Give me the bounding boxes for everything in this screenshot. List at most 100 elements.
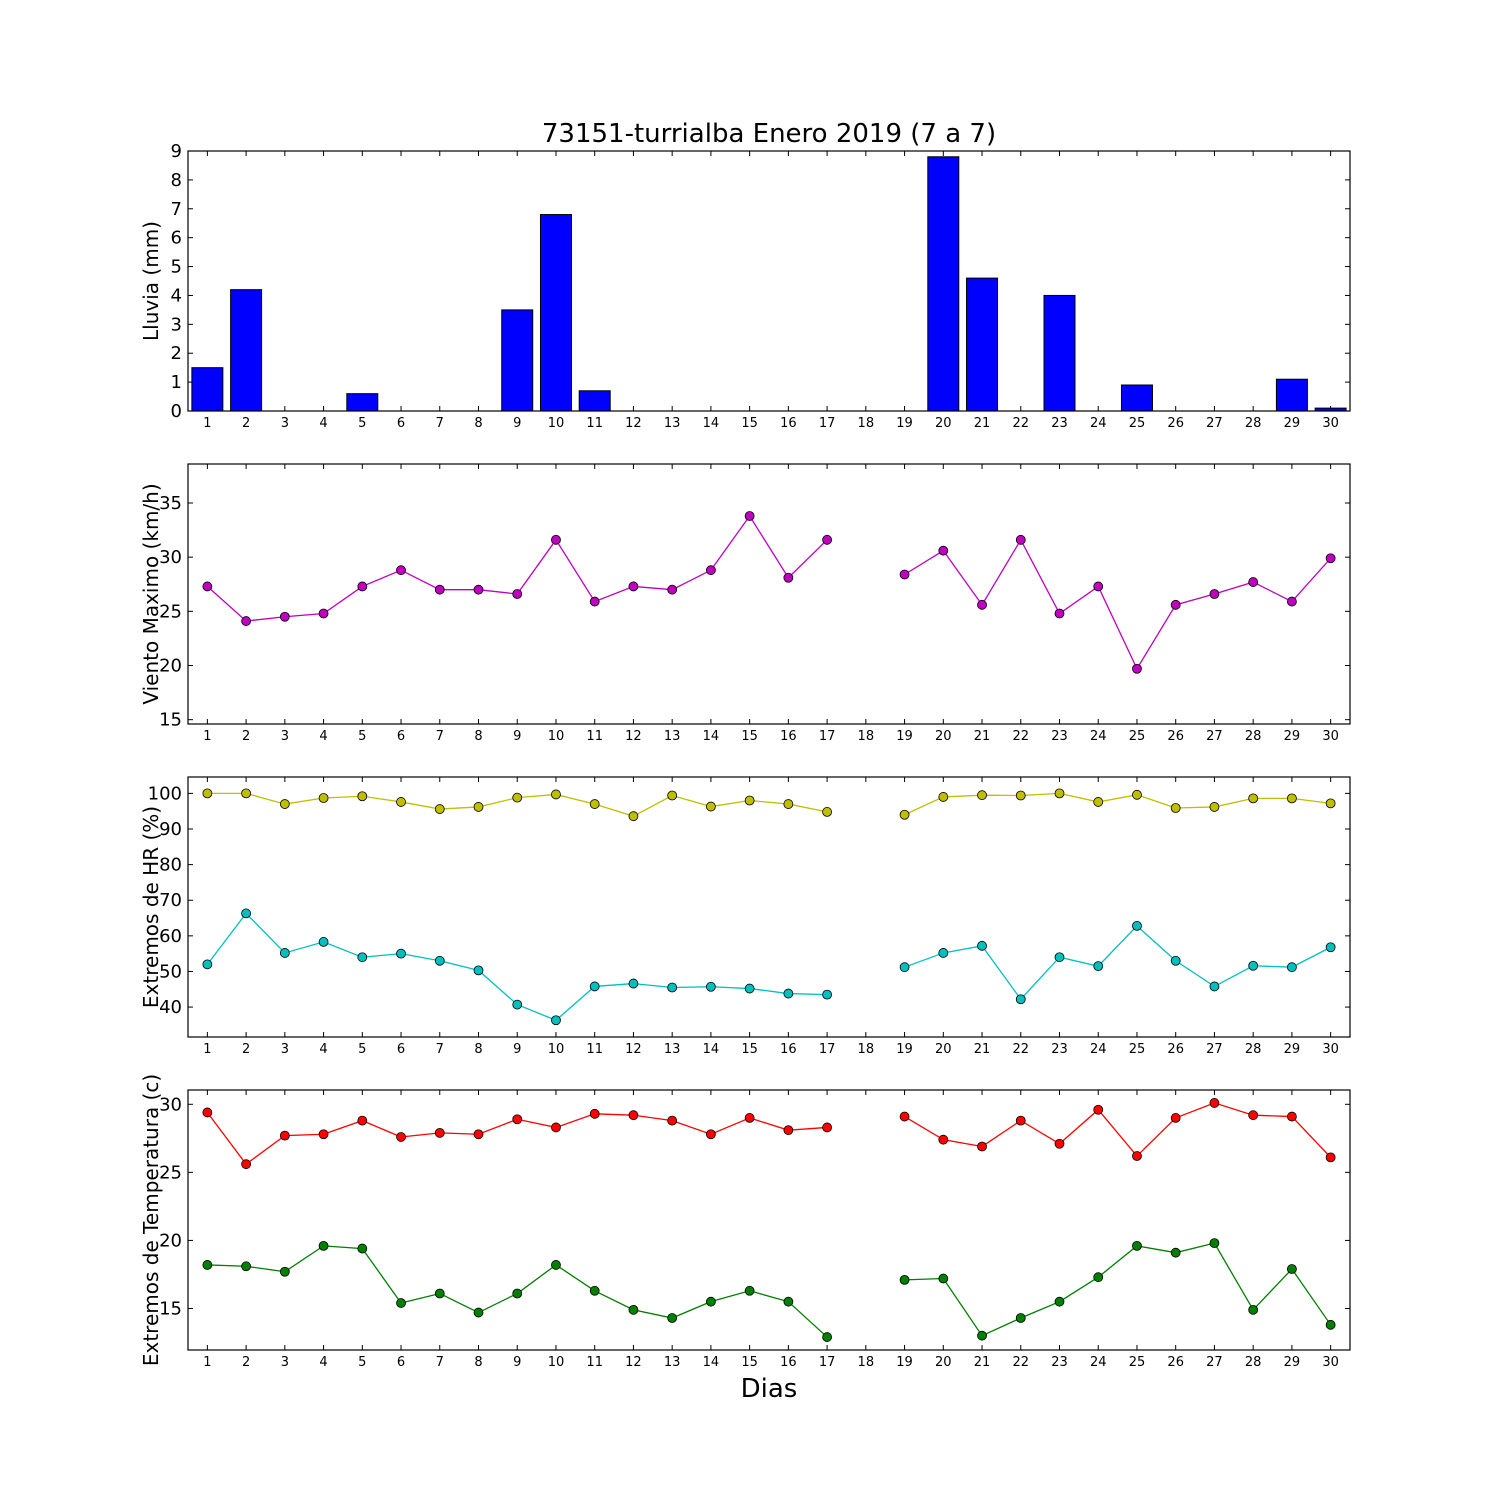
series-1-point-day-5 bbox=[357, 1115, 368, 1126]
series-1-point-day-20 bbox=[938, 792, 949, 802]
series-2-point-day-21 bbox=[977, 1330, 987, 1341]
series-1-point-day-26 bbox=[1170, 1113, 1181, 1123]
series-1-point-day-19 bbox=[899, 1111, 910, 1122]
x-tick-label: 4 bbox=[319, 729, 327, 744]
series-1-point-day-17 bbox=[822, 534, 832, 545]
x-tick-label: 24 bbox=[1090, 1042, 1107, 1057]
x-tick-label: 2 bbox=[242, 1355, 250, 1370]
series-2-point-day-3 bbox=[279, 948, 290, 958]
series-2-point-day-5 bbox=[357, 1243, 368, 1254]
series-1-point-day-28 bbox=[1248, 1110, 1259, 1121]
x-tick-label: 2 bbox=[242, 416, 250, 431]
series-1-point-day-3 bbox=[279, 1130, 290, 1141]
series-1-point-day-6 bbox=[396, 1132, 406, 1142]
series-2-point-day-13 bbox=[667, 982, 678, 993]
x-tick-label: 22 bbox=[1012, 1355, 1029, 1370]
series-2-point-day-6 bbox=[396, 948, 406, 959]
series-1-point-day-13 bbox=[667, 1115, 678, 1126]
series-1-point-day-27 bbox=[1209, 1098, 1220, 1108]
y-tick-label: 3 bbox=[171, 314, 182, 335]
series-1-point-day-29 bbox=[1287, 793, 1297, 804]
bar-day-20 bbox=[927, 156, 960, 412]
x-tick-label: 30 bbox=[1322, 1355, 1339, 1370]
x-tick-label: 29 bbox=[1284, 1042, 1301, 1057]
x-tick-label: 6 bbox=[397, 729, 405, 744]
x-tick-label: 1 bbox=[203, 416, 211, 431]
y-axis-label: Viento Maximo (km/h) bbox=[139, 483, 163, 704]
series-2-point-day-12 bbox=[628, 1304, 639, 1315]
x-tick-label: 4 bbox=[319, 416, 327, 431]
x-tick-label: 6 bbox=[397, 1042, 405, 1057]
series-2-point-day-28 bbox=[1248, 960, 1259, 971]
series-2-point-day-30 bbox=[1325, 942, 1336, 953]
x-tick-label: 19 bbox=[896, 1042, 913, 1057]
x-tick-label: 12 bbox=[625, 1355, 642, 1370]
y-tick-label: 5 bbox=[171, 257, 182, 278]
series-1-point-day-4 bbox=[318, 1129, 329, 1140]
y-tick-label: 9 bbox=[171, 141, 182, 162]
x-tick-label: 16 bbox=[780, 416, 797, 431]
series-1-point-day-2 bbox=[241, 616, 252, 626]
series-2-point-day-9 bbox=[512, 1288, 523, 1299]
x-tick-label: 6 bbox=[397, 1355, 405, 1370]
x-tick-label: 13 bbox=[664, 1042, 681, 1057]
x-tick-label: 17 bbox=[819, 729, 836, 744]
x-tick-label: 28 bbox=[1245, 1042, 1262, 1057]
series-1-point-day-13 bbox=[667, 790, 678, 801]
y-tick-label: 35 bbox=[159, 493, 182, 514]
panel-3: 1 2 3 4 5 6 7 8 9 10 11 12 13 14 15 16 17 18 19 20 21 22 23 24 2… bbox=[139, 776, 1351, 1057]
series-2-point-day-13 bbox=[667, 1313, 678, 1323]
bar-day-25 bbox=[1120, 384, 1153, 412]
series-2-point-day-14 bbox=[706, 1296, 716, 1307]
series-1-point-day-23 bbox=[1054, 608, 1065, 619]
series-2-point-day-28 bbox=[1248, 1304, 1259, 1315]
x-tick-label: 18 bbox=[858, 1042, 875, 1057]
series-2-point-day-26 bbox=[1170, 1247, 1181, 1258]
x-tick-label: 11 bbox=[586, 1042, 603, 1057]
series-1-point-day-12 bbox=[628, 811, 639, 822]
x-tick-label: 24 bbox=[1090, 1355, 1107, 1370]
x-tick-label: 7 bbox=[436, 729, 444, 744]
y-axis-label: Lluvia (mm) bbox=[139, 221, 163, 341]
series-2-point-day-5 bbox=[357, 952, 368, 963]
series-1-point-day-16 bbox=[783, 1125, 794, 1136]
x-tick-label: 11 bbox=[586, 416, 603, 431]
series-1-line bbox=[904, 1102, 1332, 1158]
x-tick-label: 7 bbox=[436, 1355, 444, 1370]
x-tick-label: 27 bbox=[1206, 416, 1223, 431]
x-tick-label: 16 bbox=[780, 1355, 797, 1370]
x-tick-label: 24 bbox=[1090, 416, 1107, 431]
x-tick-label: 5 bbox=[358, 1355, 366, 1370]
series-2-point-day-29 bbox=[1287, 1264, 1297, 1274]
series-2-point-day-25 bbox=[1132, 920, 1142, 931]
x-tick-label: 25 bbox=[1129, 416, 1146, 431]
x-tick-label: 29 bbox=[1284, 416, 1301, 431]
series-2-point-day-29 bbox=[1287, 962, 1297, 973]
x-tick-label: 30 bbox=[1322, 416, 1339, 431]
y-tick-label: 20 bbox=[159, 656, 182, 677]
x-tick-label: 10 bbox=[548, 416, 565, 431]
series-1-point-day-19 bbox=[899, 569, 910, 580]
series-2-point-day-10 bbox=[551, 1260, 561, 1270]
x-tick-label: 9 bbox=[513, 416, 521, 431]
x-tick-label: 23 bbox=[1051, 1355, 1068, 1370]
series-1-line bbox=[904, 792, 1331, 816]
series-1-point-day-29 bbox=[1287, 1111, 1297, 1122]
series-1-point-day-26 bbox=[1170, 599, 1181, 610]
x-tick-label: 8 bbox=[474, 729, 482, 744]
series-1-point-day-14 bbox=[706, 1129, 716, 1140]
series-1-point-day-12 bbox=[628, 581, 639, 592]
x-tick-label: 17 bbox=[819, 1042, 836, 1057]
series-2-point-day-7 bbox=[434, 1288, 445, 1299]
y-tick-label: 20 bbox=[159, 1230, 182, 1251]
series-2-point-day-10 bbox=[551, 1015, 561, 1026]
series-1-point-day-12 bbox=[628, 1110, 639, 1121]
series-2-point-day-24 bbox=[1093, 961, 1104, 972]
bar-day-9 bbox=[501, 309, 534, 412]
x-tick-label: 13 bbox=[664, 729, 681, 744]
series-1-point-day-2 bbox=[241, 1159, 252, 1170]
y-axis-label: Extremos de HR (%) bbox=[139, 806, 163, 1008]
x-tick-label: 26 bbox=[1167, 416, 1184, 431]
series-2-point-day-8 bbox=[473, 965, 484, 976]
